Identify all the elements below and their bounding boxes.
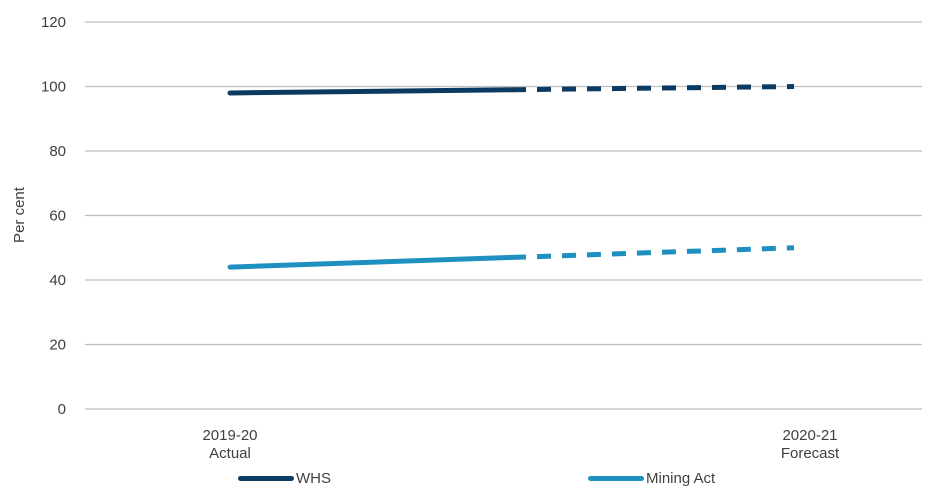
legend-swatch-whs xyxy=(238,476,294,481)
series-line-actual xyxy=(227,87,515,96)
legend-item-mining-act: Mining Act xyxy=(588,470,715,487)
legend: WHS Mining Act xyxy=(0,470,946,494)
gridlines xyxy=(85,21,922,410)
y-tick-label: 120 xyxy=(41,14,66,31)
x-tick-label: 2020-21 Forecast xyxy=(781,427,840,462)
legend-label-whs: WHS xyxy=(296,470,331,487)
series-line-actual xyxy=(227,254,515,270)
legend-item-whs: WHS xyxy=(238,470,331,487)
x-tick-label: 2019-20 Actual xyxy=(202,427,257,462)
series-line-forecast xyxy=(511,245,795,260)
legend-label-mining-act: Mining Act xyxy=(646,470,716,487)
y-tick-label: 60 xyxy=(49,208,66,225)
y-tick-label: 80 xyxy=(49,143,66,160)
legend-swatch-mining-act xyxy=(588,476,644,481)
x-axis-ticks: 2019-20 Actual 2020-21 Forecast xyxy=(202,427,840,462)
y-tick-label: 40 xyxy=(49,272,66,289)
y-tick-label: 20 xyxy=(49,337,66,354)
y-axis-ticks: 0 20 40 60 80 100 120 xyxy=(41,14,66,418)
series-mining-act xyxy=(227,245,795,270)
series-lines xyxy=(227,84,795,270)
series-whs xyxy=(227,84,795,96)
series-line-forecast xyxy=(511,84,795,93)
y-tick-label: 100 xyxy=(41,79,66,96)
y-tick-label: 0 xyxy=(58,401,66,418)
y-axis-title: Per cent xyxy=(11,186,28,243)
